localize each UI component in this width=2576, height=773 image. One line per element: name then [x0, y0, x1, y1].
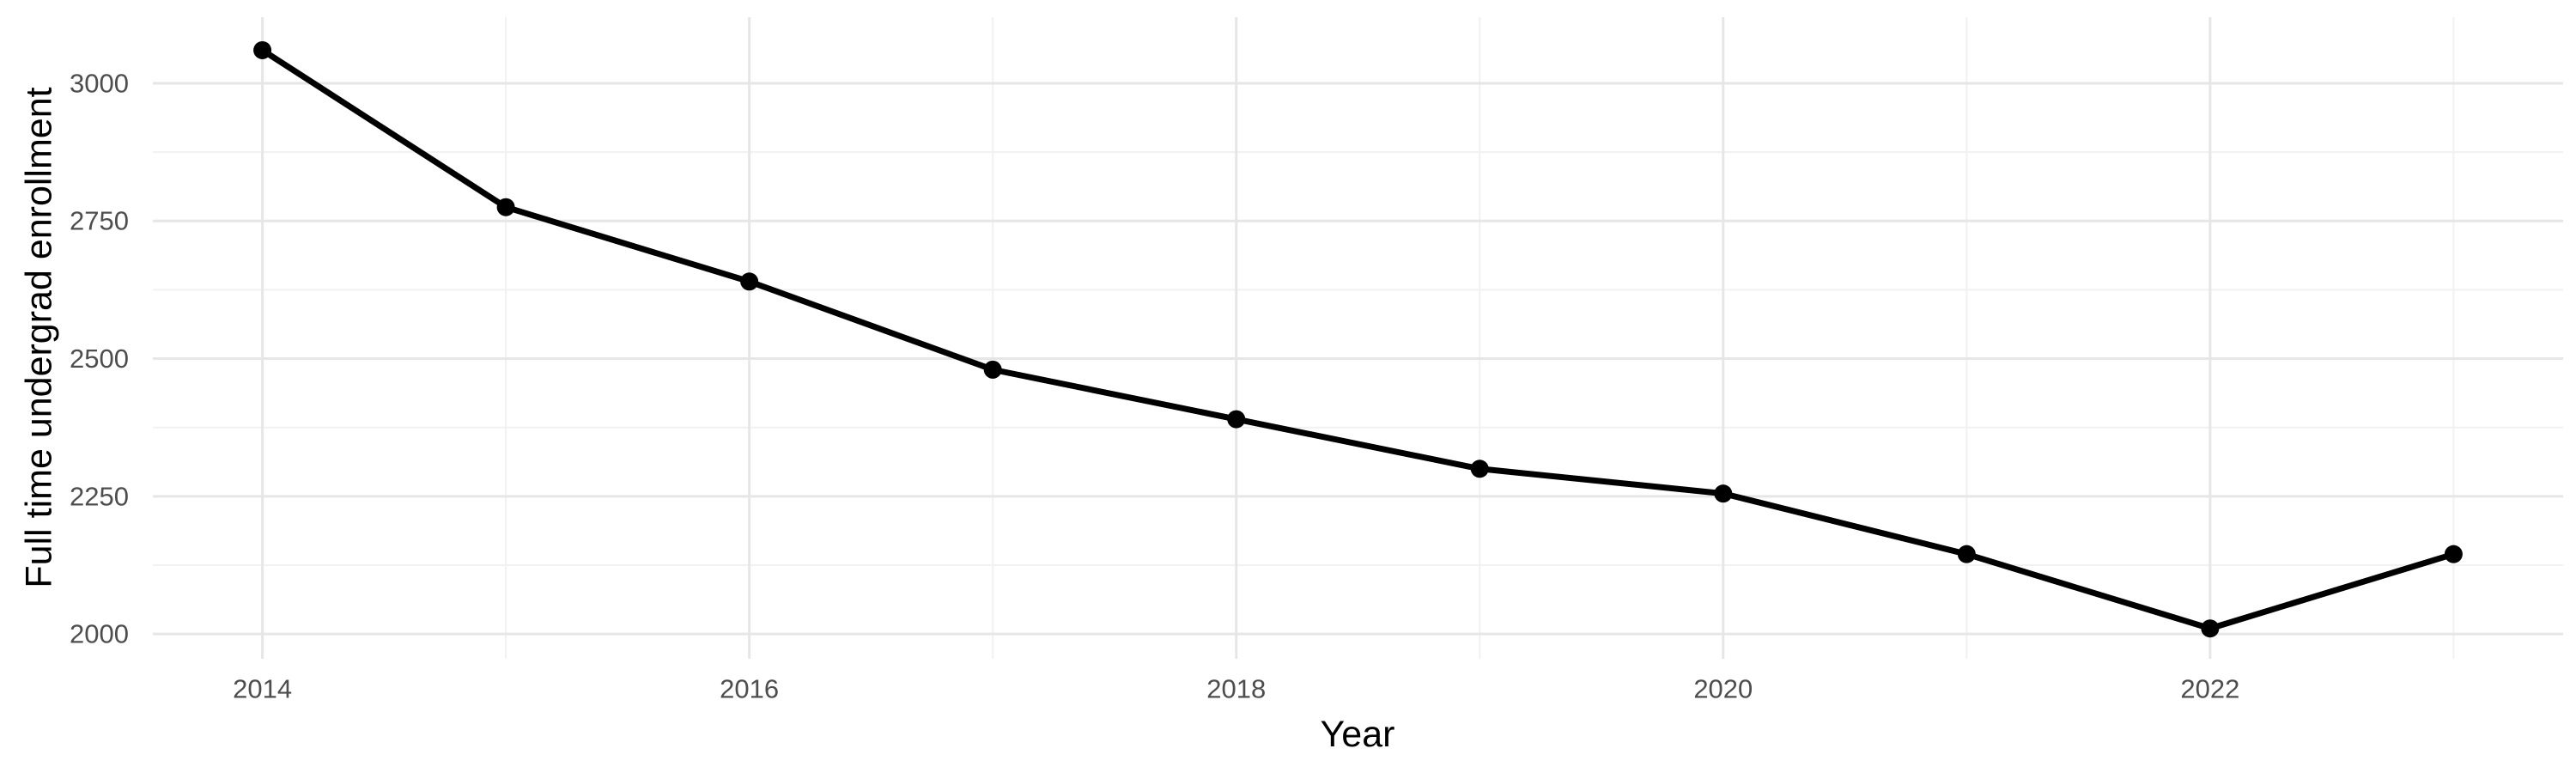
data-point: [1714, 484, 1733, 503]
y-tick-label: 2250: [70, 481, 129, 511]
y-tick-label: 2750: [70, 206, 129, 236]
x-tick-label: 2014: [233, 674, 292, 704]
y-tick-label: 2500: [70, 344, 129, 374]
data-point: [740, 272, 759, 291]
data-point: [496, 198, 515, 216]
x-tick-label: 2020: [1693, 674, 1753, 704]
data-point: [1227, 410, 1246, 429]
data-point: [983, 360, 1002, 379]
data-point: [1957, 545, 1976, 563]
y-axis-title: Full time undergrad enrollment: [18, 87, 60, 588]
x-tick-label: 2018: [1206, 674, 1266, 704]
x-axis-title: Year: [1320, 714, 1395, 755]
data-point: [2201, 619, 2220, 638]
y-tick-label: 3000: [70, 68, 129, 98]
data-point: [253, 40, 272, 59]
y-tick-label: 2000: [70, 619, 129, 649]
data-point: [1470, 460, 1489, 478]
data-point: [2444, 545, 2463, 563]
x-tick-label: 2022: [2180, 674, 2239, 704]
data-line: [259, 46, 2457, 632]
x-tick-label: 2016: [720, 674, 779, 704]
